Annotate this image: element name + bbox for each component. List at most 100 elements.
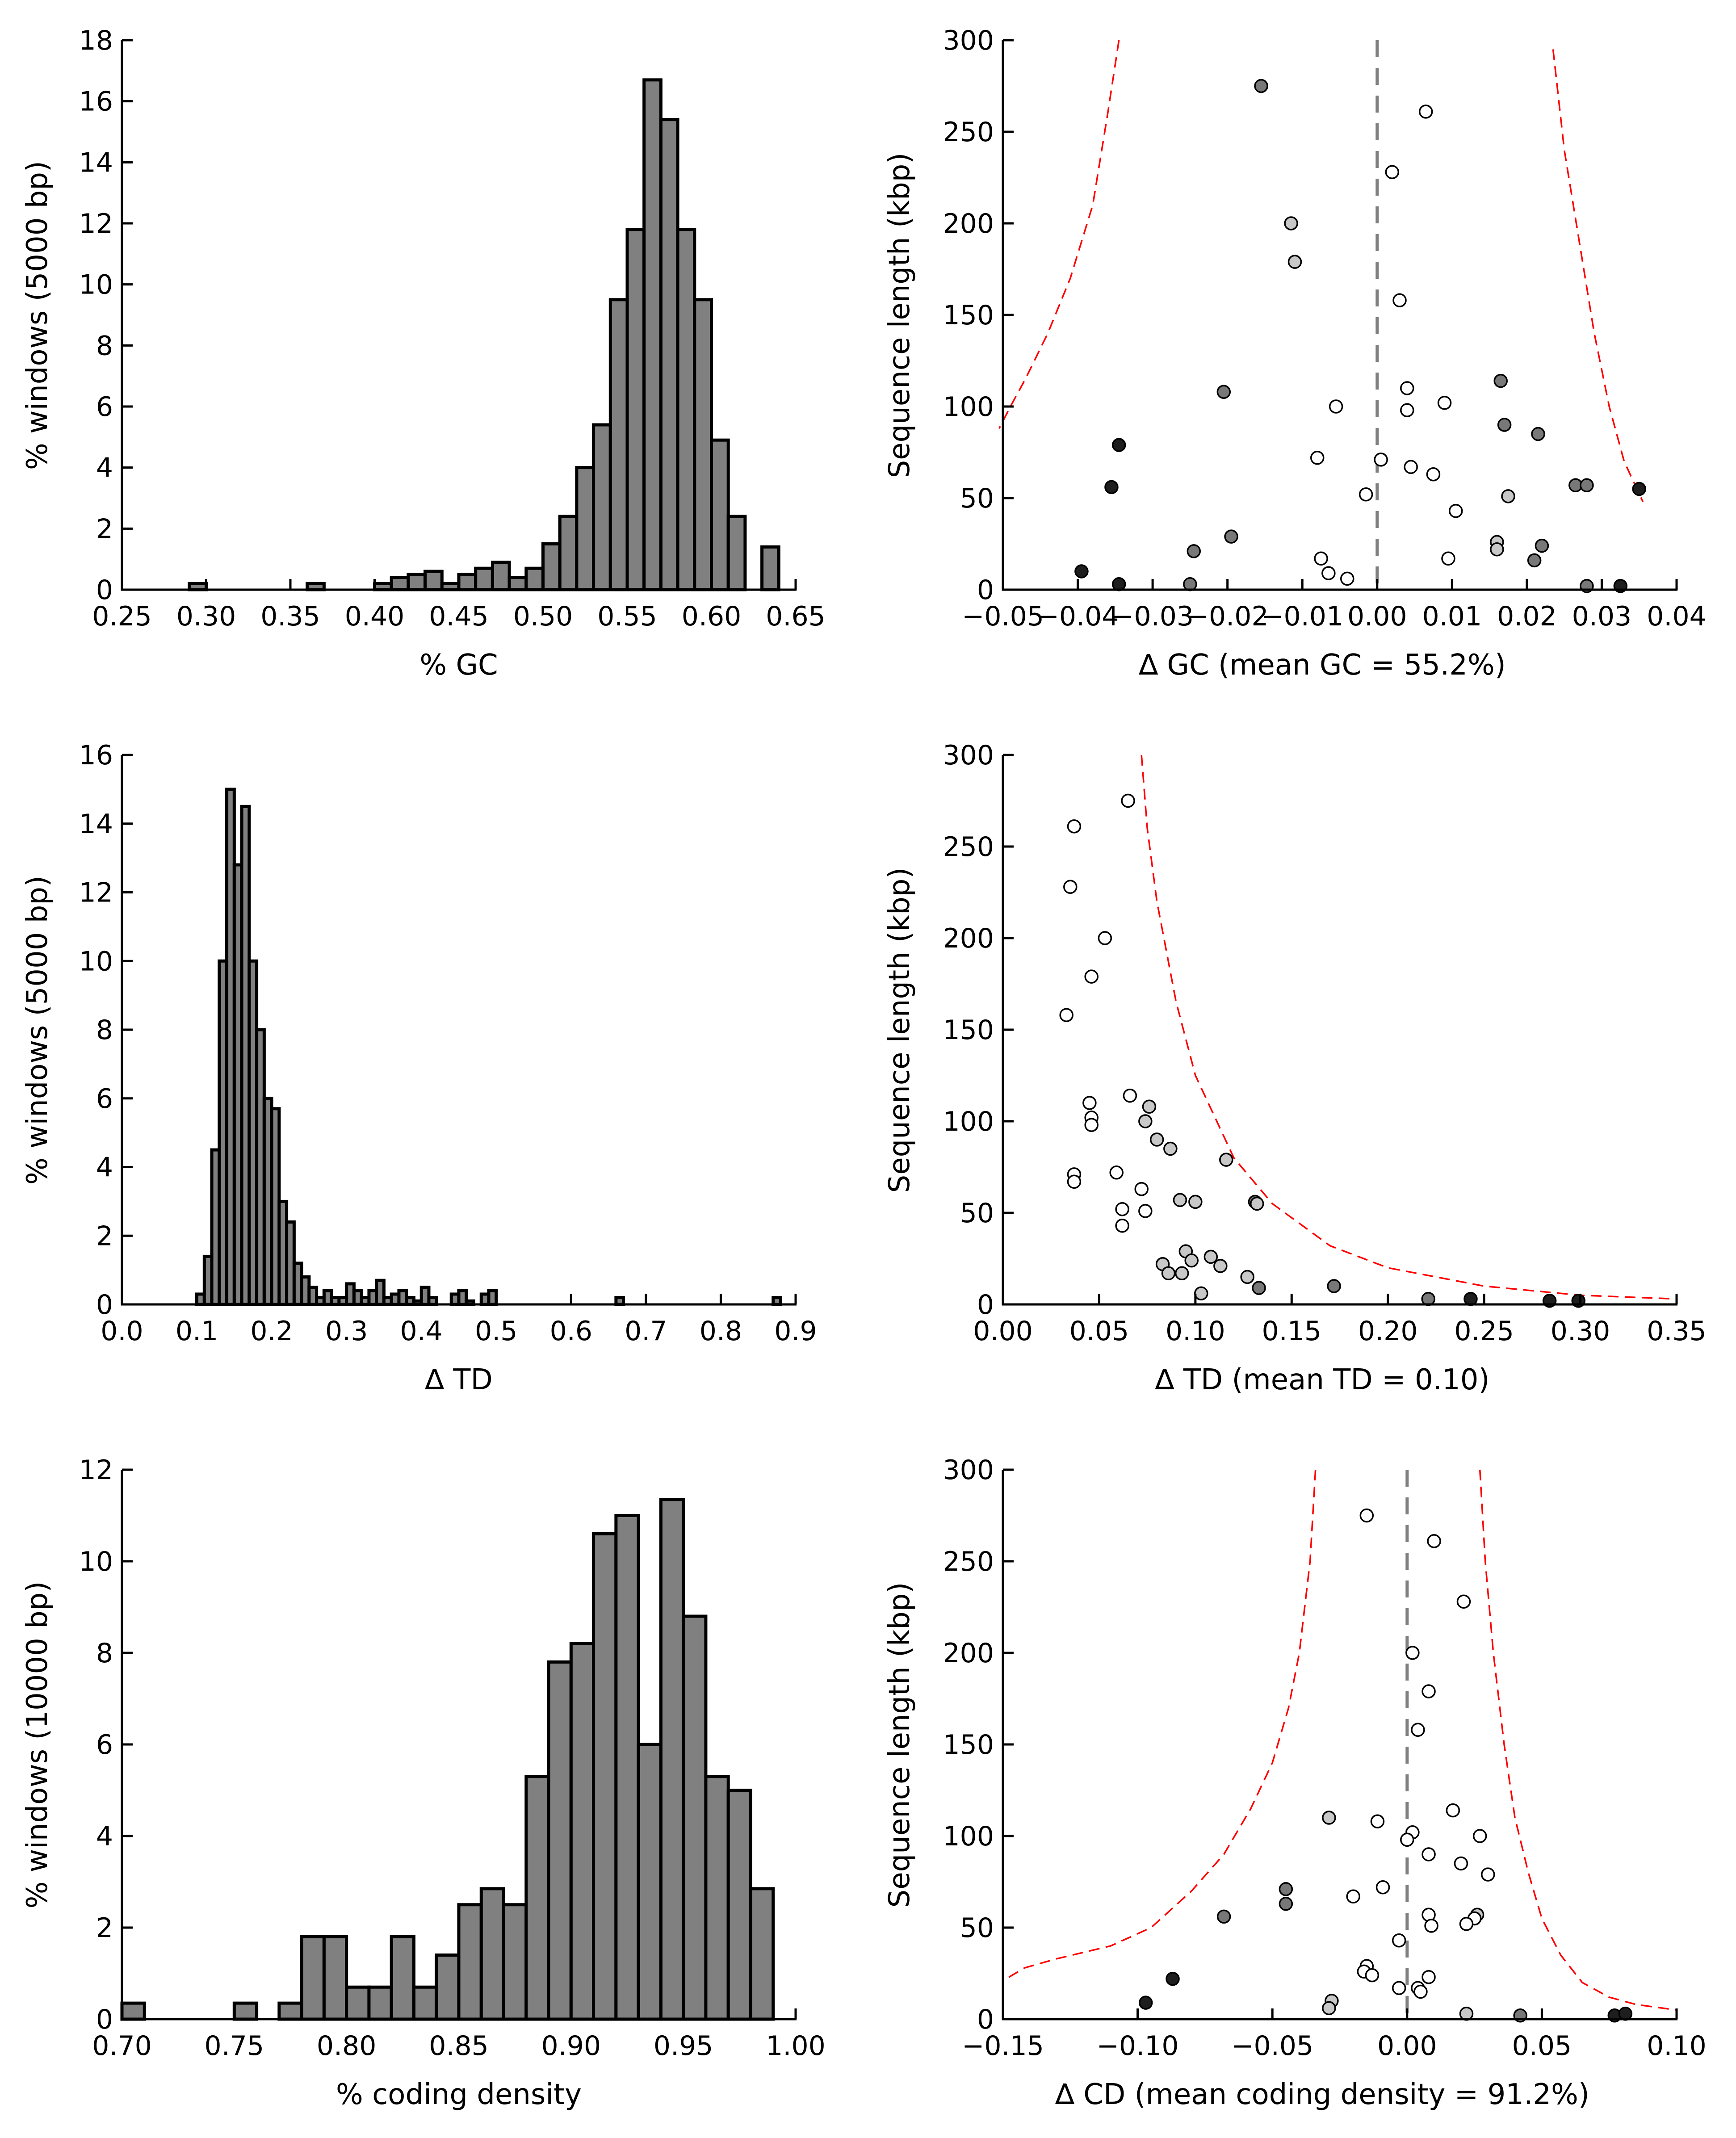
x-tick-label: 0.35 — [260, 601, 320, 632]
cd-scatter-xlabel: ∆ CD (mean coding density = 91.2%) — [1055, 2078, 1589, 2111]
histogram-bar — [487, 1289, 498, 1306]
histogram-bar — [390, 576, 410, 591]
scatter-point — [1224, 529, 1238, 544]
scatter-point — [1287, 255, 1302, 269]
histogram-bar — [524, 566, 545, 591]
td-hist-ylabel: % windows (5000 bp) — [21, 876, 54, 1185]
x-tick-label: 0.00 — [973, 1316, 1033, 1347]
scatter-point — [1098, 931, 1112, 945]
scatter-point — [1327, 1279, 1341, 1293]
scatter-point — [1115, 1202, 1129, 1216]
x-tick-label: −0.01 — [1261, 601, 1343, 632]
scatter-point — [1216, 385, 1231, 399]
y-tick-label: 300 — [943, 25, 994, 56]
x-tick-label: 0.35 — [1647, 1316, 1707, 1347]
scatter-point — [1084, 969, 1099, 984]
x-tick-label: 0.45 — [429, 601, 489, 632]
histogram-bar — [524, 1775, 550, 2021]
y-tick-label: 300 — [943, 1455, 994, 1486]
td-scatter-xlabel: ∆ TD (mean TD = 0.10) — [1155, 1363, 1490, 1396]
scatter-point — [1580, 478, 1594, 493]
histogram-bar — [726, 1789, 752, 2021]
scatter-point — [1203, 1249, 1218, 1264]
cd-scatter-ylabel: Sequence length (kbp) — [883, 1582, 916, 1908]
histogram-bar — [120, 2001, 146, 2021]
x-tick-label: 0.4 — [400, 1316, 443, 1347]
threshold-curve — [1141, 755, 1677, 1300]
y-tick-label: 18 — [79, 25, 113, 56]
x-tick-label: 0.90 — [541, 2030, 601, 2062]
x-tick-label: −0.05 — [1231, 2030, 1313, 2062]
scatter-point — [1422, 1847, 1436, 1861]
scatter-point — [1405, 1646, 1420, 1660]
x-tick-label: 0.75 — [205, 2030, 264, 2062]
scatter-point — [1365, 1968, 1380, 1983]
histogram-bar — [474, 566, 494, 591]
y-tick-label: 2 — [96, 1220, 113, 1252]
y-tick-label: 10 — [79, 946, 113, 977]
scatter-point — [1392, 1981, 1406, 1995]
scatter-point — [1082, 1096, 1097, 1110]
gc-histogram: % windows (5000 bp) % GC 0.25 0.30 0.35 0.4… — [21, 25, 826, 682]
x-tick-label: 0.65 — [766, 601, 826, 632]
x-tick-label: 0.8 — [700, 1316, 742, 1347]
scatter-point — [1454, 1856, 1468, 1871]
threshold-curve — [1479, 1469, 1677, 2011]
scatter-point — [1456, 1594, 1471, 1609]
histogram-bar — [491, 561, 511, 591]
gc-scatter-ylabel: Sequence length (kbp) — [883, 153, 916, 478]
scatter-point — [1501, 489, 1515, 503]
scatter-point — [1375, 1880, 1390, 1895]
histogram-bar — [232, 2001, 259, 2021]
x-tick-label: −0.02 — [1187, 601, 1269, 632]
y-tick-label: 250 — [943, 117, 994, 148]
x-tick-label: 0.55 — [597, 601, 657, 632]
y-tick-label: 6 — [96, 1083, 113, 1115]
histogram-bar — [345, 1985, 371, 2021]
threshold-curve — [1002, 1469, 1317, 1982]
x-tick-label: −0.03 — [1111, 601, 1194, 632]
scatter-point — [1422, 1970, 1436, 1984]
gc-hist-ylabel: % windows (5000 bp) — [21, 161, 54, 470]
histogram-bar — [502, 1903, 528, 2021]
scatter-point — [1437, 396, 1452, 410]
y-tick-label: 4 — [96, 1821, 113, 1852]
x-tick-label: 0.60 — [682, 601, 742, 632]
scatter-point — [1161, 1266, 1176, 1281]
x-tick-label: 0.2 — [250, 1316, 293, 1347]
x-tick-label: −0.10 — [1097, 2030, 1179, 2062]
x-tick-label: 0.85 — [429, 2030, 489, 2062]
y-tick-label: 6 — [96, 391, 113, 423]
x-tick-label: 0.00 — [1377, 2030, 1437, 2062]
cd-scatter: Sequence length (kbp) ∆ CD (mean coding … — [883, 1455, 1707, 2111]
histogram-bar — [659, 118, 679, 591]
x-tick-label: 1.00 — [766, 2030, 826, 2062]
scatter-point — [1422, 1684, 1436, 1698]
td-scatter: Sequence length (kbp) ∆ TD (mean TD = 0.… — [883, 740, 1707, 1396]
scatter-point — [1252, 1281, 1266, 1295]
histogram-bar — [367, 1985, 393, 2021]
scatter-point — [1472, 1829, 1487, 1843]
scatter-point — [1123, 1088, 1137, 1103]
scatter-point — [1063, 880, 1078, 894]
scatter-point — [1134, 1182, 1149, 1196]
scatter-point — [1531, 427, 1545, 441]
scatter-point — [1279, 1882, 1293, 1896]
histogram-bar — [608, 298, 629, 591]
scatter-point — [1142, 1099, 1157, 1114]
scatter-point — [1370, 1814, 1385, 1828]
histogram-bar — [424, 570, 444, 591]
scatter-point — [1314, 551, 1328, 566]
scatter-point — [1448, 503, 1463, 518]
x-tick-label: 0.9 — [774, 1316, 817, 1347]
scatter-point — [1490, 542, 1504, 557]
td-histogram: % windows (5000 bp) ∆ TD 0.0 0.1 0.2 0.3 0.4… — [21, 740, 817, 1396]
y-tick-label: 10 — [79, 1546, 113, 1577]
x-tick-label: 0.25 — [92, 601, 152, 632]
y-tick-label: 0 — [96, 574, 113, 606]
scatter-point — [1084, 1118, 1099, 1132]
y-tick-label: 2 — [96, 513, 113, 545]
y-tick-label: 10 — [79, 269, 113, 301]
y-tick-label: 250 — [943, 831, 994, 863]
